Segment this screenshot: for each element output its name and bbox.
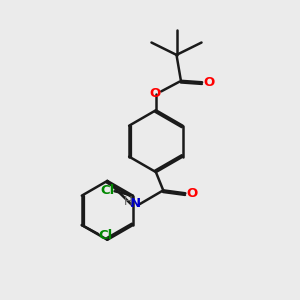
Text: Cl: Cl (100, 184, 114, 196)
Text: Cl: Cl (98, 229, 112, 242)
Text: O: O (149, 87, 161, 100)
Text: N: N (130, 197, 141, 210)
Text: O: O (203, 76, 214, 89)
Text: H: H (124, 195, 132, 208)
Text: O: O (186, 187, 197, 200)
